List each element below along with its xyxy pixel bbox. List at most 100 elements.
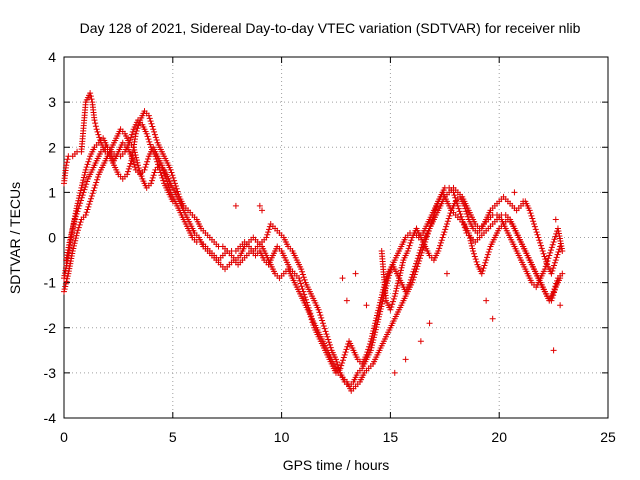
data-point: [145, 112, 152, 119]
data-point: [468, 240, 475, 247]
data-point: [320, 322, 327, 329]
data-point: [79, 179, 86, 186]
data-point: [550, 265, 557, 272]
data-point: [62, 283, 69, 290]
data-point: [541, 253, 548, 260]
data-point: [74, 200, 81, 207]
data-point: [134, 159, 141, 166]
data-point: [296, 277, 303, 284]
series-outliers: [232, 189, 564, 376]
data-point: [169, 198, 176, 205]
data-point: [550, 347, 557, 354]
data-point: [391, 369, 398, 376]
data-point: [470, 248, 477, 255]
data-point: [160, 167, 167, 174]
data-point: [520, 198, 527, 205]
data-point: [408, 274, 415, 281]
data-point: [71, 240, 78, 247]
data-point: [93, 179, 100, 186]
data-point: [164, 178, 171, 185]
data-point: [529, 215, 536, 222]
data-point: [445, 215, 452, 222]
data-point: [397, 269, 404, 276]
data-point: [467, 237, 474, 244]
data-point: [399, 262, 406, 269]
data-point: [81, 186, 88, 193]
data-point: [72, 237, 79, 244]
data-point: [370, 325, 377, 332]
data-point: [326, 341, 333, 348]
data-point: [402, 356, 409, 363]
data-point: [554, 251, 561, 258]
data-point: [143, 161, 150, 168]
data-point: [135, 122, 142, 129]
data-point: [410, 268, 417, 275]
data-point: [151, 131, 158, 138]
data-point: [145, 136, 152, 143]
data-point: [363, 302, 370, 309]
data-point: [539, 248, 546, 255]
data-point: [161, 170, 168, 177]
data-point: [472, 256, 479, 263]
data-point: [461, 202, 468, 209]
data-point: [342, 349, 349, 356]
y-tick-label: 3: [48, 94, 56, 110]
data-point: [153, 137, 160, 144]
data-point: [126, 139, 133, 146]
data-point: [133, 157, 140, 164]
data-point: [470, 250, 477, 257]
data-point: [443, 270, 450, 277]
data-point: [158, 172, 165, 179]
data-point: [165, 181, 172, 188]
data-point: [407, 239, 414, 246]
data-point: [535, 234, 542, 241]
data-point: [165, 183, 172, 190]
data-point: [63, 278, 70, 285]
data-point: [550, 292, 557, 299]
data-point: [343, 346, 350, 353]
data-point: [462, 205, 469, 212]
data-point: [471, 253, 478, 260]
data-point: [479, 267, 486, 274]
data-point: [79, 182, 86, 189]
data-point: [81, 171, 88, 178]
data-point: [409, 271, 416, 278]
data-point: [376, 302, 383, 309]
data-point: [147, 118, 154, 125]
data-point: [95, 131, 102, 138]
data-point: [61, 286, 68, 293]
data-point: [392, 288, 399, 295]
data-point: [88, 192, 95, 199]
data-point: [84, 178, 91, 185]
data-point: [530, 218, 537, 225]
data-point: [159, 165, 166, 172]
data-point: [398, 264, 405, 271]
series-track-c: [63, 139, 566, 376]
data-point: [325, 336, 332, 343]
data-point: [550, 239, 557, 246]
data-point: [324, 333, 331, 340]
data-points: [61, 90, 566, 394]
data-point: [87, 195, 94, 202]
data-point: [371, 322, 378, 329]
data-point: [322, 328, 329, 335]
data-point: [375, 307, 382, 314]
data-point: [531, 220, 538, 227]
data-point: [363, 351, 370, 358]
data-point: [76, 192, 83, 199]
data-point: [468, 242, 475, 249]
data-point: [148, 120, 155, 127]
data-point: [405, 245, 412, 252]
data-point: [162, 173, 169, 180]
data-point: [466, 235, 473, 242]
x-tick-label: 0: [60, 429, 68, 445]
data-point: [473, 258, 480, 265]
tick-labels: 0 5 10 15 20 25 -4 -3 -2 -1 0 1 2 3 4: [44, 49, 616, 445]
data-point: [432, 206, 439, 213]
data-point: [86, 201, 93, 208]
data-point: [167, 166, 174, 173]
data-point: [379, 291, 386, 298]
data-point: [91, 184, 98, 191]
data-point: [375, 304, 382, 311]
